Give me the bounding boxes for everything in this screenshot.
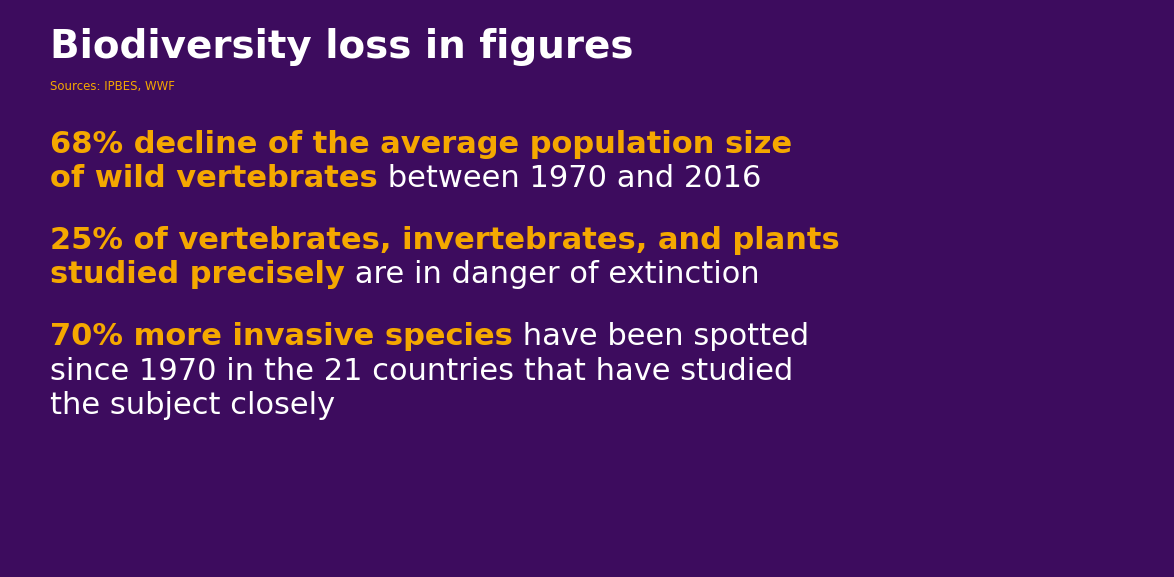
Text: have been spotted: have been spotted: [513, 323, 809, 351]
Text: 70% more invasive species: 70% more invasive species: [50, 323, 513, 351]
Text: Sources: IPBES, WWF: Sources: IPBES, WWF: [50, 80, 175, 93]
Text: since 1970 in the 21 countries that have studied: since 1970 in the 21 countries that have…: [50, 357, 794, 385]
Text: 68% decline of the average population size: 68% decline of the average population si…: [50, 130, 792, 159]
Text: the subject closely: the subject closely: [50, 391, 335, 419]
Text: are in danger of extinction: are in danger of extinction: [345, 260, 760, 289]
Text: of wild vertebrates: of wild vertebrates: [50, 164, 378, 193]
Text: Biodiversity loss in figures: Biodiversity loss in figures: [50, 28, 634, 66]
Text: 25% of vertebrates, invertebrates, and plants: 25% of vertebrates, invertebrates, and p…: [50, 226, 839, 255]
Text: studied precisely: studied precisely: [50, 260, 345, 289]
Text: between 1970 and 2016: between 1970 and 2016: [378, 164, 761, 193]
